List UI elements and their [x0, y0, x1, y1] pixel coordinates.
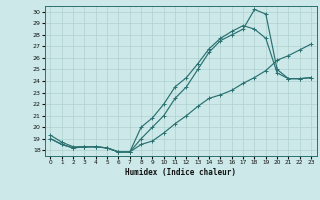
X-axis label: Humidex (Indice chaleur): Humidex (Indice chaleur) [125, 168, 236, 177]
